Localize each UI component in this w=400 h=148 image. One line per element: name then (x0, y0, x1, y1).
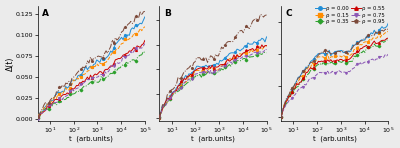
Legend: ρ = 0.00, ρ = 0.15, ρ = 0.35, ρ = 0.55, ρ = 0.75, ρ = 0.95: ρ = 0.00, ρ = 0.15, ρ = 0.35, ρ = 0.55, … (315, 6, 386, 25)
X-axis label: t  (arb.units): t (arb.units) (191, 136, 235, 142)
Text: C: C (285, 9, 292, 18)
Y-axis label: Δ(t): Δ(t) (6, 56, 14, 70)
X-axis label: t  (arb.units): t (arb.units) (313, 136, 356, 142)
Text: A: A (42, 9, 49, 18)
X-axis label: t  (arb.units): t (arb.units) (69, 136, 113, 142)
Text: B: B (164, 9, 170, 18)
